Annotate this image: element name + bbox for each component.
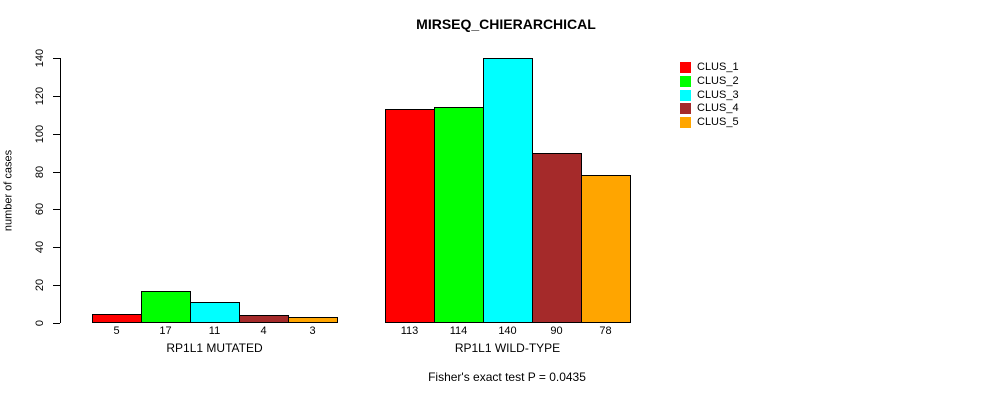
y-tick-label: 140 xyxy=(34,48,46,68)
y-tick-label: 80 xyxy=(34,165,46,178)
y-tick-label: 120 xyxy=(34,86,46,106)
legend-label: CLUS_2 xyxy=(697,75,739,87)
y-tick xyxy=(53,58,60,59)
bar-value-label: 140 xyxy=(498,325,517,337)
bar-value-label: 78 xyxy=(599,325,612,337)
y-tick xyxy=(53,95,60,97)
bar-value-label: 114 xyxy=(449,325,468,337)
y-tick-label: 40 xyxy=(34,241,46,254)
bar-clus_5-mutated xyxy=(288,317,338,323)
group-label-wild-type: RP1L1 WILD-TYPE xyxy=(454,341,561,355)
legend-item-clus_2: CLUS_2 xyxy=(680,75,739,87)
bar-value-label: 4 xyxy=(260,325,267,337)
legend-item-clus_4: CLUS_4 xyxy=(680,102,739,114)
y-tick xyxy=(53,285,60,287)
legend-swatch-icon xyxy=(680,61,691,73)
y-tick xyxy=(53,133,60,135)
y-tick xyxy=(53,247,60,249)
bar-clus_4-wild-type xyxy=(532,153,582,323)
group-label-mutated: RP1L1 MUTATED xyxy=(166,341,263,355)
legend-label: CLUS_1 xyxy=(697,61,739,73)
bar-value-label: 17 xyxy=(159,325,172,337)
legend-swatch-icon xyxy=(680,89,691,101)
y-tick xyxy=(53,171,60,173)
legend-label: CLUS_3 xyxy=(697,89,739,101)
bar-clus_1-wild-type xyxy=(385,109,435,323)
chart-title: MIRSEQ_CHIERARCHICAL xyxy=(416,16,596,32)
legend-swatch-icon xyxy=(680,75,691,87)
bar-clus_2-mutated xyxy=(141,291,191,323)
legend-swatch-icon xyxy=(680,116,691,128)
footnote: Fisher's exact test P = 0.0435 xyxy=(428,370,586,384)
bar-clus_3-mutated xyxy=(190,302,240,323)
bar-clus_1-mutated xyxy=(92,314,142,323)
y-tick-label: 20 xyxy=(34,279,46,292)
bar-value-label: 3 xyxy=(309,325,316,337)
y-tick-label: 0 xyxy=(34,319,46,327)
legend-swatch-icon xyxy=(680,102,691,114)
bar-value-label: 90 xyxy=(550,325,563,337)
y-tick-label: 100 xyxy=(34,124,46,143)
bar-value-label: 113 xyxy=(400,325,419,337)
y-tick-label: 60 xyxy=(34,203,46,216)
bar-value-label: 5 xyxy=(113,325,120,337)
y-tick xyxy=(53,323,60,324)
y-axis-title: number of cases xyxy=(2,149,15,232)
y-axis-line xyxy=(60,58,61,323)
bar-clus_2-wild-type xyxy=(434,107,484,323)
bar-clus_3-wild-type xyxy=(483,58,533,323)
bar-value-label: 11 xyxy=(208,325,221,337)
legend-item-clus_1: CLUS_1 xyxy=(680,61,739,73)
bar-clus_5-wild-type xyxy=(581,175,631,323)
legend-item-clus_5: CLUS_5 xyxy=(680,116,739,128)
legend-label: CLUS_4 xyxy=(697,102,739,114)
bar-clus_4-mutated xyxy=(239,315,289,323)
legend-item-clus_3: CLUS_3 xyxy=(680,89,739,101)
legend-label: CLUS_5 xyxy=(697,116,739,128)
y-tick xyxy=(53,209,60,211)
